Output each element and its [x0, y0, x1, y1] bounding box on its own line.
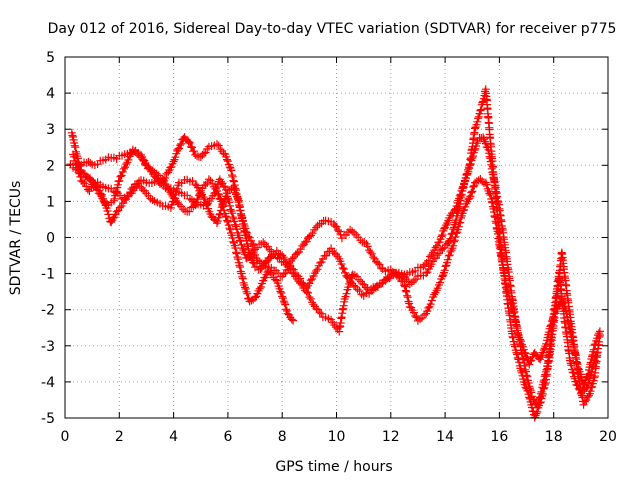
y-tick-label: 5 — [46, 50, 55, 66]
grid — [65, 57, 608, 418]
x-axis-label: GPS time / hours — [275, 459, 392, 475]
x-tick-label: 2 — [115, 429, 124, 445]
y-tick-label: -4 — [41, 375, 55, 391]
point-markers — [67, 128, 298, 325]
x-tick-label: 14 — [436, 429, 454, 445]
x-tick-label: 6 — [223, 429, 232, 445]
x-tick-label: 18 — [545, 429, 563, 445]
x-tick-label: 20 — [599, 429, 617, 445]
chart-title: Day 012 of 2016, Sidereal Day-to-day VTE… — [48, 21, 617, 37]
y-tick-label: 0 — [46, 231, 55, 247]
y-tick-label: 4 — [46, 86, 55, 102]
y-tick-label: -1 — [41, 267, 55, 283]
x-tick-label: 8 — [278, 429, 287, 445]
series-track-a — [67, 128, 298, 325]
x-tick-label: 16 — [490, 429, 508, 445]
y-tick-label: 2 — [46, 158, 55, 174]
x-tick-label: 4 — [169, 429, 178, 445]
x-tick-label: 12 — [382, 429, 400, 445]
y-axis-label: SDTVAR / TECUs — [8, 181, 24, 296]
x-tick-label: 0 — [61, 429, 70, 445]
point-markers — [69, 163, 604, 389]
y-tick-label: -5 — [41, 411, 55, 427]
x-tick-label: 10 — [328, 429, 346, 445]
data-points — [66, 85, 604, 422]
y-tick-label: -3 — [41, 339, 55, 355]
y-tick-label: 1 — [46, 194, 55, 210]
y-tick-label: -2 — [41, 303, 55, 319]
y-tick-label: 3 — [46, 122, 55, 138]
series-track-d — [69, 163, 604, 389]
